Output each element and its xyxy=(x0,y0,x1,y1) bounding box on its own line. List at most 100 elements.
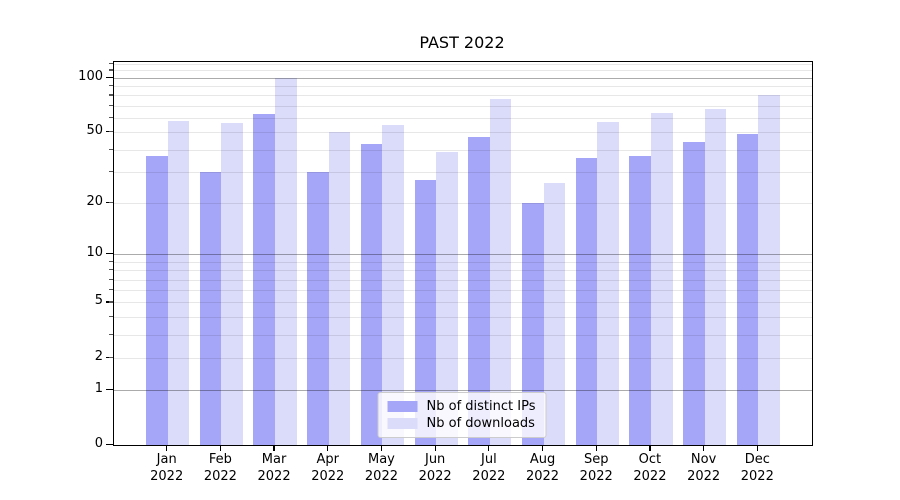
x-tick-mark-jan xyxy=(166,445,168,451)
legend-row-distinct-ips: Nb of distinct IPs xyxy=(387,398,536,415)
gridline-major-100 xyxy=(114,77,812,79)
y-minortick-mark-7 xyxy=(109,278,113,280)
gridline-minor-50 xyxy=(114,132,812,134)
bar-nb-of-distinct-ips-feb xyxy=(199,171,222,445)
bar-nb-of-downloads-oct xyxy=(650,113,673,445)
y-tick-label-10: 10 xyxy=(86,245,103,261)
x-tick-mark-jun xyxy=(434,445,436,451)
y-minortick-mark-3 xyxy=(109,333,113,335)
x-tick-label-jun: Jun 2022 xyxy=(418,452,452,484)
gridline-minor-8 xyxy=(114,270,812,272)
y-minortick-mark-70 xyxy=(109,104,113,107)
plot-area xyxy=(113,61,813,446)
bar-nb-of-distinct-ips-aug xyxy=(521,202,544,445)
y-tick-label-5: 5 xyxy=(94,293,103,309)
x-tick-label-jan: Jan 2022 xyxy=(150,452,184,484)
y-minortick-mark-110 xyxy=(109,69,113,71)
x-tick-label-mar: Mar 2022 xyxy=(257,452,291,484)
bar-nb-of-distinct-ips-oct xyxy=(629,155,651,445)
y-tick-mark-1 xyxy=(106,388,113,391)
bar-nb-of-downloads-jan xyxy=(167,120,190,445)
y-minortick-mark-80 xyxy=(109,94,113,96)
y-minortick-mark-50 xyxy=(109,131,113,133)
x-tick-mark-apr xyxy=(327,445,329,451)
bar-nb-of-downloads-mar xyxy=(275,77,297,445)
y-minortick-mark-120 xyxy=(109,62,113,64)
x-tick-label-nov: Nov 2022 xyxy=(687,452,721,484)
gridline-minor-7 xyxy=(114,279,812,281)
y-tick-label-0: 0 xyxy=(94,436,103,451)
gridline-minor-80 xyxy=(114,95,812,97)
x-tick-mark-may xyxy=(380,445,383,451)
gridline-minor-5 xyxy=(114,302,812,304)
y-tick-label-100: 100 xyxy=(78,68,103,84)
y-tick-mark-100 xyxy=(106,76,113,79)
legend-swatch-distinct-ips xyxy=(387,401,418,412)
y-minortick-mark-9 xyxy=(109,260,113,263)
y-minortick-mark-20 xyxy=(109,201,113,204)
gridline-minor-110 xyxy=(114,70,812,72)
x-tick-label-oct: Oct 2022 xyxy=(633,452,667,484)
bar-nb-of-distinct-ips-jan xyxy=(146,155,168,445)
y-minortick-mark-30 xyxy=(109,170,113,173)
legend-label-downloads: Nb of downloads xyxy=(426,416,535,431)
gridline-minor-30 xyxy=(114,171,812,173)
x-tick-label-may: May 2022 xyxy=(364,452,398,484)
x-tick-mark-aug xyxy=(541,445,544,451)
y-minortick-mark-6 xyxy=(109,289,113,291)
y-minortick-mark-5 xyxy=(109,301,113,303)
x-tick-label-sep: Sep 2022 xyxy=(579,452,613,484)
x-tick-label-apr: Apr 2022 xyxy=(311,452,345,484)
bar-nb-of-downloads-jun xyxy=(436,151,458,445)
gridline-minor-120 xyxy=(114,63,812,65)
x-tick-mark-oct xyxy=(649,445,651,451)
bar-nb-of-downloads-apr xyxy=(328,132,351,445)
bar-nb-of-distinct-ips-dec xyxy=(736,133,759,445)
x-tick-label-feb: Feb 2022 xyxy=(203,452,237,484)
gridline-minor-20 xyxy=(114,202,812,204)
y-tick-label-20: 20 xyxy=(86,193,103,209)
gridline-major-10 xyxy=(114,254,812,256)
legend-label-distinct-ips: Nb of distinct IPs xyxy=(426,399,536,414)
x-tick-mark-sep xyxy=(595,445,597,451)
y-tick-label-1: 1 xyxy=(94,380,103,396)
chart-title: PAST 2022 xyxy=(419,33,505,52)
y-tick-mark-0 xyxy=(106,444,113,446)
gridline-minor-60 xyxy=(114,118,812,120)
y-tick-label-2: 2 xyxy=(94,348,103,364)
x-tick-mark-dec xyxy=(756,445,758,451)
y-minortick-mark-40 xyxy=(109,148,113,150)
bar-nb-of-downloads-aug xyxy=(543,182,566,445)
legend-swatch-downloads xyxy=(387,418,418,429)
x-tick-mark-mar xyxy=(273,445,275,451)
y-tick-mark-10 xyxy=(106,253,113,255)
x-tick-label-dec: Dec 2022 xyxy=(740,452,774,484)
bar-nb-of-downloads-sep xyxy=(597,122,619,445)
bar-nb-of-distinct-ips-jun xyxy=(414,179,437,445)
gridline-minor-4 xyxy=(114,316,812,318)
legend: Nb of distinct IPs Nb of downloads xyxy=(377,392,547,438)
y-minortick-mark-60 xyxy=(109,117,113,119)
x-tick-mark-jul xyxy=(488,445,490,451)
gridline-minor-9 xyxy=(114,261,812,263)
x-tick-label-jul: Jul 2022 xyxy=(472,452,506,484)
bar-nb-of-distinct-ips-sep xyxy=(575,157,598,445)
gridline-minor-70 xyxy=(114,105,812,107)
gridline-minor-3 xyxy=(114,334,812,336)
gridline-minor-40 xyxy=(114,149,812,151)
bar-nb-of-downloads-may xyxy=(382,124,405,445)
y-minortick-mark-8 xyxy=(109,269,113,271)
gridline-minor-2 xyxy=(114,357,812,359)
gridline-minor-90 xyxy=(114,86,812,88)
x-tick-mark-nov xyxy=(703,445,705,451)
y-tick-label-50: 50 xyxy=(86,123,103,139)
bar-nb-of-distinct-ips-apr xyxy=(307,171,329,445)
bar-nb-of-distinct-ips-may xyxy=(360,144,383,445)
gridline-minor-6 xyxy=(114,290,812,292)
bar-nb-of-distinct-ips-nov xyxy=(682,142,705,445)
y-minortick-mark-2 xyxy=(109,356,113,358)
y-minortick-mark-4 xyxy=(109,315,113,318)
x-tick-label-aug: Aug 2022 xyxy=(525,452,560,484)
y-minortick-mark-90 xyxy=(109,85,113,87)
x-tick-mark-feb xyxy=(219,445,221,451)
